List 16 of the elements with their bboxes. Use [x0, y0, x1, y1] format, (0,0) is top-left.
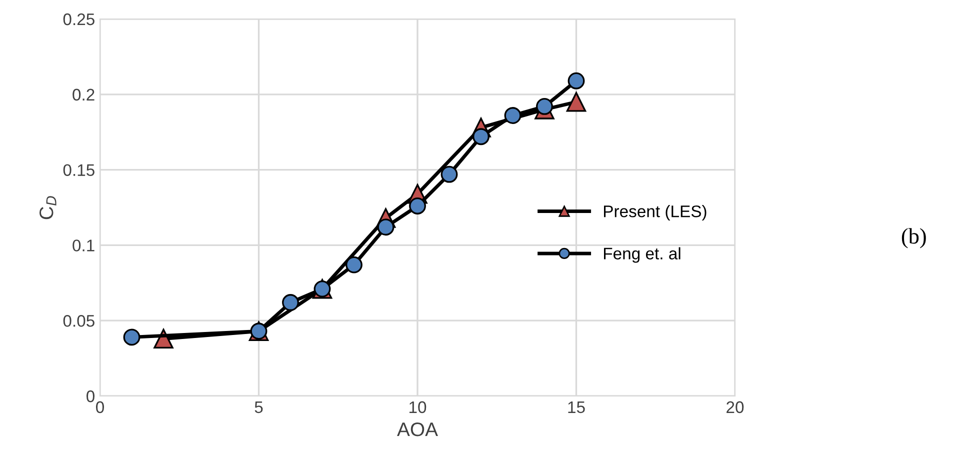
x-tick-label: 15 — [568, 401, 585, 414]
y-tick-label: 0.05 — [63, 315, 94, 327]
legend-label: Present (LES) — [604, 205, 706, 221]
y-tick-label: 0 — [86, 390, 94, 402]
y-tick-label: 0.1 — [72, 240, 94, 252]
x-tick-label: 20 — [726, 401, 744, 414]
x-axis-title: AOA — [397, 422, 438, 436]
x-tick-label: 5 — [254, 401, 263, 414]
x-tick-label: 10 — [410, 401, 426, 414]
text: (b) — [902, 228, 926, 248]
y-tick-label: 0.2 — [72, 88, 94, 101]
y-tick-label: 0.15 — [63, 164, 94, 176]
y-tick-label: 0.25 — [63, 13, 94, 26]
legend-label: Feng et. al — [604, 247, 680, 263]
y-axis-title: C$_{D}$ — [40, 196, 56, 220]
x-tick-label: 0 — [96, 401, 104, 414]
